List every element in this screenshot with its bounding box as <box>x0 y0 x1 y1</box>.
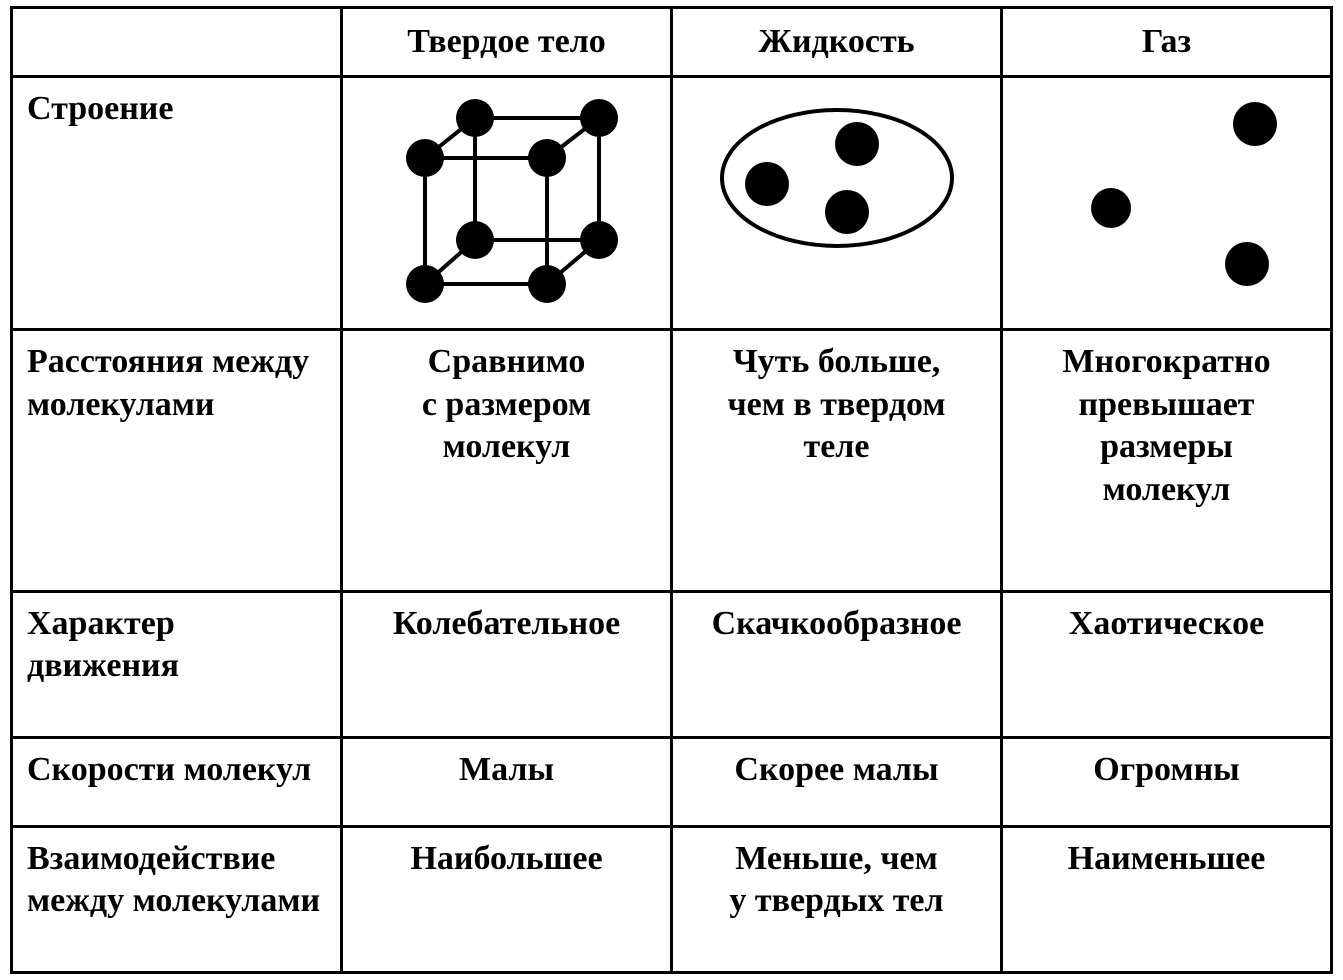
cell-interaction-solid: Наибольшее <box>342 826 672 972</box>
cell-motion-solid: Колебательное <box>342 591 672 737</box>
row-structure: Строение <box>12 77 1332 330</box>
rowlabel-speed: Скорости молекул <box>12 737 342 826</box>
cell-distance-gas: Многократно превышает размеры молекул <box>1002 330 1332 592</box>
cell-speed-gas: Огромны <box>1002 737 1332 826</box>
gas-scatter-icon <box>1037 88 1297 308</box>
diagram-liquid-cell <box>672 77 1002 330</box>
cell-distance-solid: Сравнимо с размером молекул <box>342 330 672 592</box>
cell-interaction-liquid: Меньше, чем у твердых тел <box>672 826 1002 972</box>
cell-interaction-gas: Наименьшее <box>1002 826 1332 972</box>
cell-distance-liquid: Чуть больше, чем в твердом теле <box>672 330 1002 592</box>
header-solid: Твердое тело <box>342 8 672 77</box>
rowlabel-distance: Расстояния между молекулами <box>12 330 342 592</box>
diagram-solid-cell <box>342 77 672 330</box>
row-interaction: Взаимодействие между молекулами Наибольш… <box>12 826 1332 972</box>
rowlabel-interaction: Взаимодействие между молекулами <box>12 826 342 972</box>
page: Твердое тело Жидкость Газ Строение Расст… <box>0 0 1343 980</box>
header-row: Твердое тело Жидкость Газ <box>12 8 1332 77</box>
solid-lattice-icon <box>377 88 637 318</box>
rowlabel-structure: Строение <box>12 77 342 330</box>
row-distance: Расстояния между молекулами Сравнимо с р… <box>12 330 1332 592</box>
diagram-gas-cell <box>1002 77 1332 330</box>
cell-motion-gas: Хаотическое <box>1002 591 1332 737</box>
states-of-matter-table: Твердое тело Жидкость Газ Строение Расст… <box>10 6 1333 974</box>
header-blank <box>12 8 342 77</box>
row-motion: Характер движения Колебательное Скачкооб… <box>12 591 1332 737</box>
cell-motion-liquid: Скачкообразное <box>672 591 1002 737</box>
liquid-drop-icon <box>707 88 967 288</box>
header-liquid: Жидкость <box>672 8 1002 77</box>
cell-speed-solid: Малы <box>342 737 672 826</box>
rowlabel-motion: Характер движения <box>12 591 342 737</box>
row-speed: Скорости молекул Малы Скорее малы Огромн… <box>12 737 1332 826</box>
header-gas: Газ <box>1002 8 1332 77</box>
cell-speed-liquid: Скорее малы <box>672 737 1002 826</box>
